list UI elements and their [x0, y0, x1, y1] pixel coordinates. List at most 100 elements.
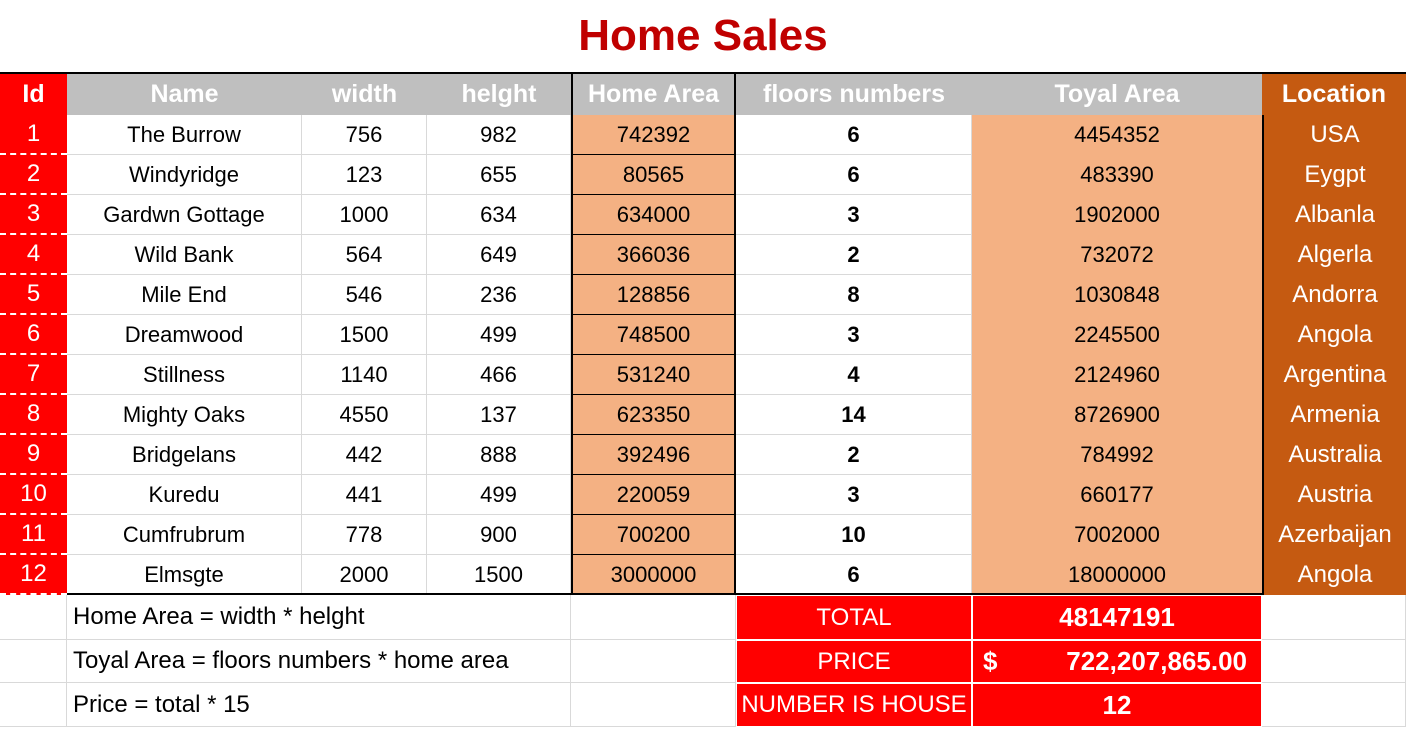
table-cell: 3 — [0, 195, 67, 235]
table-cell: 8 — [736, 275, 972, 315]
empty-cell — [571, 683, 736, 727]
table-cell: 11 — [0, 515, 67, 555]
table-cell: 1000 — [302, 195, 427, 235]
table-cell: 6 — [736, 555, 972, 595]
table-cell: 236 — [427, 275, 571, 315]
table-cell: 6 — [736, 155, 972, 195]
header-cell: Id — [0, 72, 67, 115]
empty-cell — [1262, 683, 1406, 727]
table-cell: 742392 — [571, 115, 736, 155]
table-cell: 634 — [427, 195, 571, 235]
table-cell: 700200 — [571, 515, 736, 555]
header-cell: Home Area — [571, 72, 736, 115]
table-cell: 8726900 — [972, 395, 1262, 435]
summary-value: 12 — [972, 683, 1262, 727]
table-cell: Eygpt — [1262, 155, 1406, 195]
empty-cell — [571, 640, 736, 683]
header-cell: width — [302, 72, 427, 115]
table-cell: 4 — [0, 235, 67, 275]
empty-cell — [0, 683, 67, 727]
table-cell: 9 — [0, 435, 67, 475]
table-cell: The Burrow — [67, 115, 302, 155]
table-cell: 748500 — [571, 315, 736, 355]
summary-label: TOTAL — [736, 595, 972, 640]
table-cell: 6 — [0, 315, 67, 355]
table-cell: Austria — [1262, 475, 1406, 515]
table-cell: Kuredu — [67, 475, 302, 515]
table-cell: 441 — [302, 475, 427, 515]
header-cell: Name — [67, 72, 302, 115]
table-cell: 466 — [427, 355, 571, 395]
table-cell: USA — [1262, 115, 1406, 155]
summary-value: 48147191 — [972, 595, 1262, 640]
table-cell: 366036 — [571, 235, 736, 275]
table-cell: Wild Bank — [67, 235, 302, 275]
summary-currency: $ — [983, 646, 998, 676]
table-cell: 8 — [0, 395, 67, 435]
table-cell: 1500 — [427, 555, 571, 595]
summary-value: $722,207,865.00 — [972, 640, 1262, 683]
table-cell: 1 — [0, 115, 67, 155]
table-cell: 128856 — [571, 275, 736, 315]
table-cell: 1030848 — [972, 275, 1262, 315]
table-cell: Algerla — [1262, 235, 1406, 275]
table-cell: 14 — [736, 395, 972, 435]
table-cell: 6 — [736, 115, 972, 155]
table-cell: 655 — [427, 155, 571, 195]
summary-label: PRICE — [736, 640, 972, 683]
summary-label: NUMBER IS HOUSE — [736, 683, 972, 727]
table-cell: 442 — [302, 435, 427, 475]
table-cell: 2 — [0, 155, 67, 195]
table-cell: 546 — [302, 275, 427, 315]
table-cell: 5 — [0, 275, 67, 315]
note: Price = total * 15 — [67, 683, 571, 727]
table-cell: 499 — [427, 475, 571, 515]
header-cell: Location — [1262, 72, 1406, 115]
empty-cell — [1262, 595, 1406, 640]
table-cell: Armenia — [1262, 395, 1406, 435]
table-cell: 123 — [302, 155, 427, 195]
table-cell: 982 — [427, 115, 571, 155]
table-cell: 1140 — [302, 355, 427, 395]
table-cell: 888 — [427, 435, 571, 475]
table-cell: Azerbaijan — [1262, 515, 1406, 555]
table-cell: Andorra — [1262, 275, 1406, 315]
empty-cell — [0, 640, 67, 683]
empty-cell — [571, 595, 736, 640]
table-cell: 634000 — [571, 195, 736, 235]
note: Toyal Area = floors numbers * home area — [67, 640, 571, 683]
summary-value: 722,207,865.00 — [1066, 646, 1247, 676]
table-cell: Argentina — [1262, 355, 1406, 395]
table-cell: 778 — [302, 515, 427, 555]
table-cell: 564 — [302, 235, 427, 275]
table-cell: 7 — [0, 355, 67, 395]
table-cell: Albanla — [1262, 195, 1406, 235]
table-cell: 3 — [736, 475, 972, 515]
table-cell: Australia — [1262, 435, 1406, 475]
table-cell: 220059 — [571, 475, 736, 515]
table-cell: Cumfrubrum — [67, 515, 302, 555]
table-cell: 80565 — [571, 155, 736, 195]
header-cell: floors numbers — [736, 72, 972, 115]
table-cell: 649 — [427, 235, 571, 275]
table-cell: 2000 — [302, 555, 427, 595]
table-cell: 3 — [736, 315, 972, 355]
table-cell: 10 — [736, 515, 972, 555]
table-cell: 2124960 — [972, 355, 1262, 395]
table-cell: 1500 — [302, 315, 427, 355]
header-cell: Toyal Area — [972, 72, 1262, 115]
table-cell: 137 — [427, 395, 571, 435]
table-cell: 756 — [302, 115, 427, 155]
title: Home Sales — [578, 11, 828, 60]
table-cell: Angola — [1262, 315, 1406, 355]
table-cell: 531240 — [571, 355, 736, 395]
table-cell: 2 — [736, 435, 972, 475]
table-cell: 623350 — [571, 395, 736, 435]
table-cell: 10 — [0, 475, 67, 515]
note: Home Area = width * helght — [67, 595, 571, 640]
table-cell: Dreamwood — [67, 315, 302, 355]
table-cell: Mile End — [67, 275, 302, 315]
table-cell: 2 — [736, 235, 972, 275]
table-cell: 900 — [427, 515, 571, 555]
